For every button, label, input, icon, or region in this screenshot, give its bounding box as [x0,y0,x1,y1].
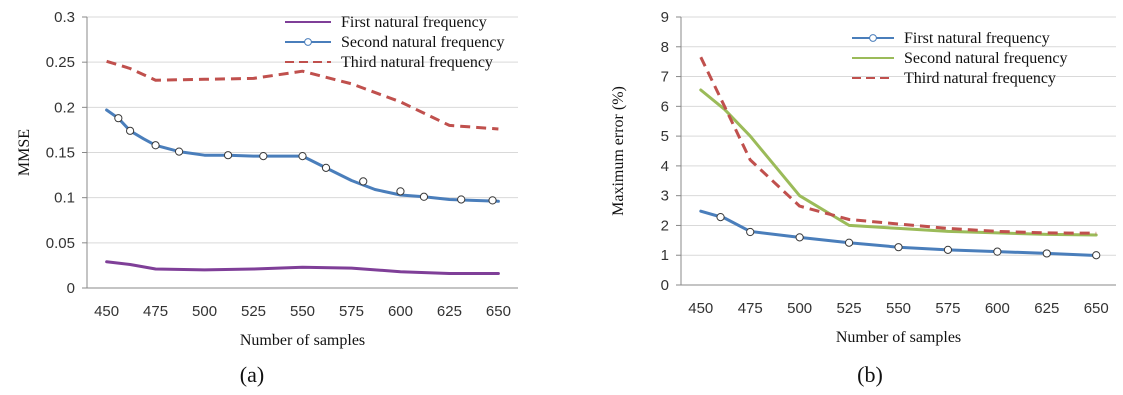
x-tick-label: 475 [738,300,763,317]
y-tick-label: 7 [661,69,669,86]
series-marker [795,233,804,242]
series-marker [457,195,466,204]
series-marker [1092,251,1101,260]
series-marker [174,147,184,156]
legend-label-3: Third natural frequency [341,54,493,71]
series-marker [488,196,497,205]
x-tick-label: 450 [688,300,713,317]
series-marker [993,247,1002,256]
x-tick-label: 500 [787,300,812,317]
y-tick-label: 2 [661,217,669,234]
x-tick-label: 575 [935,300,960,317]
series-marker [746,227,755,237]
legend: First natural frequency Second natural fr… [852,30,1067,87]
series-line-1 [105,260,500,275]
y-tick-label: 4 [661,158,669,175]
y-axis-title: MMSE [16,129,33,176]
series-marker [298,152,307,161]
legend-marker [869,34,877,42]
series-marker [259,152,268,161]
y-tick-label: 6 [661,98,669,115]
x-tick-label: 500 [192,303,217,320]
series-marker [844,238,854,247]
x-tick-label: 600 [388,303,413,320]
series-marker [321,163,331,172]
legend-label-1: First natural frequency [904,30,1050,47]
y-axis-title: Maximum error (%) [610,86,627,216]
x-tick-label: 550 [886,300,911,317]
series-marker [151,141,160,150]
legend-label-1: First natural frequency [341,14,487,31]
series-marker [223,151,233,160]
legend-marker [304,38,312,46]
legend: First natural frequency Second natural fr… [285,14,504,71]
x-tick-label: 525 [241,303,266,320]
figure-caption: (a) [240,362,264,387]
legend-label-3: Third natural frequency [904,70,1056,87]
y-tick-label: 3 [661,188,669,205]
y-tick-label: 0.25 [46,54,75,71]
x-tick-label: 650 [1084,300,1109,317]
series-marker [114,114,123,123]
x-tick-label: 525 [837,300,862,317]
series-marker [943,245,953,254]
x-tick-label: 650 [486,303,511,320]
y-tick-label: 0.15 [46,145,75,162]
y-tick-label: 8 [661,39,669,56]
x-axis-title: Number of samples [240,332,365,349]
x-axis-title: Number of samples [836,329,961,346]
series-marker [419,192,429,201]
chart-b: 0 1 2 3 4 5 6 7 8 9 450 475 500 525 550 575 600 625 650 Num… [610,9,1116,387]
series-line-2 [699,88,1098,237]
series-marker [396,187,405,196]
chart-a: 0 0.05 0.1 0.15 0.2 0.25 0.3 450 475 500 525 550 575… [16,9,518,387]
y-tick-label: 9 [661,9,669,26]
y-tick-label: 0.2 [54,99,75,116]
legend-label-2: Second natural frequency [904,50,1067,67]
series-line-3 [699,56,1097,235]
x-tick-label: 625 [1034,300,1059,317]
series-marker [1042,249,1051,258]
x-tick-label: 600 [985,300,1010,317]
y-tick-label: 0 [661,277,669,294]
figure-caption: (b) [857,362,883,387]
x-tick-label: 575 [339,303,364,320]
x-tick-label: 550 [290,303,315,320]
y-tick-label: 1 [661,247,669,264]
series-line-3 [106,59,499,131]
series-marker [716,213,725,222]
y-tick-label: 0 [67,280,75,297]
series-marker [126,126,135,135]
y-tick-label: 0.05 [46,235,75,252]
series-line-1 [699,209,1098,257]
x-tick-label: 475 [143,303,168,320]
y-tick-label: 0.1 [54,190,75,207]
series-marker [894,243,903,252]
y-tick-label: 5 [661,128,669,145]
x-tick-label: 625 [437,303,462,320]
y-tick-label: 0.3 [54,9,75,26]
x-tick-label: 450 [94,303,119,320]
legend-label-2: Second natural frequency [341,34,504,51]
series-marker [359,177,368,186]
